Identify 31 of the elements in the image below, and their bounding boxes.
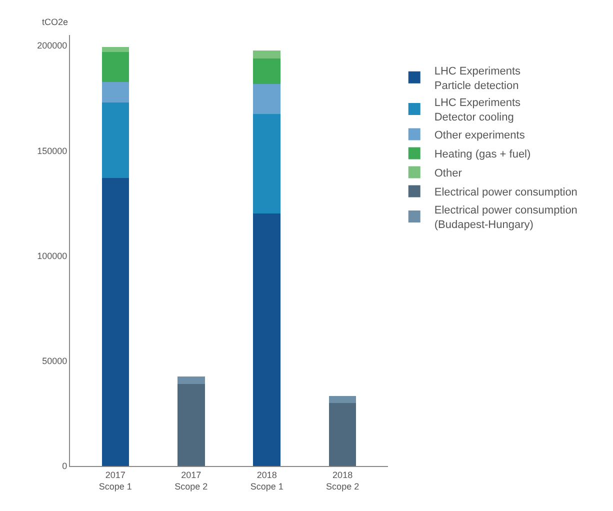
x-tick-label: 2018 Scope 1 xyxy=(250,470,284,492)
bar xyxy=(178,384,205,466)
bar xyxy=(102,46,130,52)
bar xyxy=(102,178,130,466)
bar xyxy=(102,82,130,102)
bar xyxy=(253,58,280,84)
x-tick-label: 2017 Scope 1 xyxy=(98,470,132,492)
bar xyxy=(178,376,205,384)
bar xyxy=(253,214,280,466)
y-axis-title: tCO2e xyxy=(42,17,68,27)
legend-label: LHC Experiments Particle detection xyxy=(434,65,522,92)
bar xyxy=(102,102,130,178)
legend-label: Other xyxy=(434,168,462,180)
y-tick-label: 50000 xyxy=(42,356,68,366)
bar xyxy=(253,84,280,114)
y-tick-label: 200000 xyxy=(37,40,68,51)
bar xyxy=(253,114,280,214)
legend-label: LHC Experiments Detector cooling xyxy=(434,97,522,124)
legend-label: Other experiments xyxy=(434,130,526,142)
bar xyxy=(328,402,356,466)
y-tick-label: 100000 xyxy=(37,250,68,261)
legend-label: Heating (gas + fuel) xyxy=(434,148,531,161)
y-tick-label: 0 xyxy=(62,461,68,472)
x-tick-label: 2017 Scope 2 xyxy=(174,470,208,492)
bar xyxy=(328,396,356,403)
bar xyxy=(253,50,280,59)
legend-label: Electrical power consumption xyxy=(434,186,578,199)
bar xyxy=(102,52,130,82)
y-tick-label: 150000 xyxy=(37,146,68,156)
x-tick-label: 2018 Scope 2 xyxy=(326,470,360,492)
legend-label: Electrical power consumption (Budapest-Hungary) xyxy=(434,204,578,231)
